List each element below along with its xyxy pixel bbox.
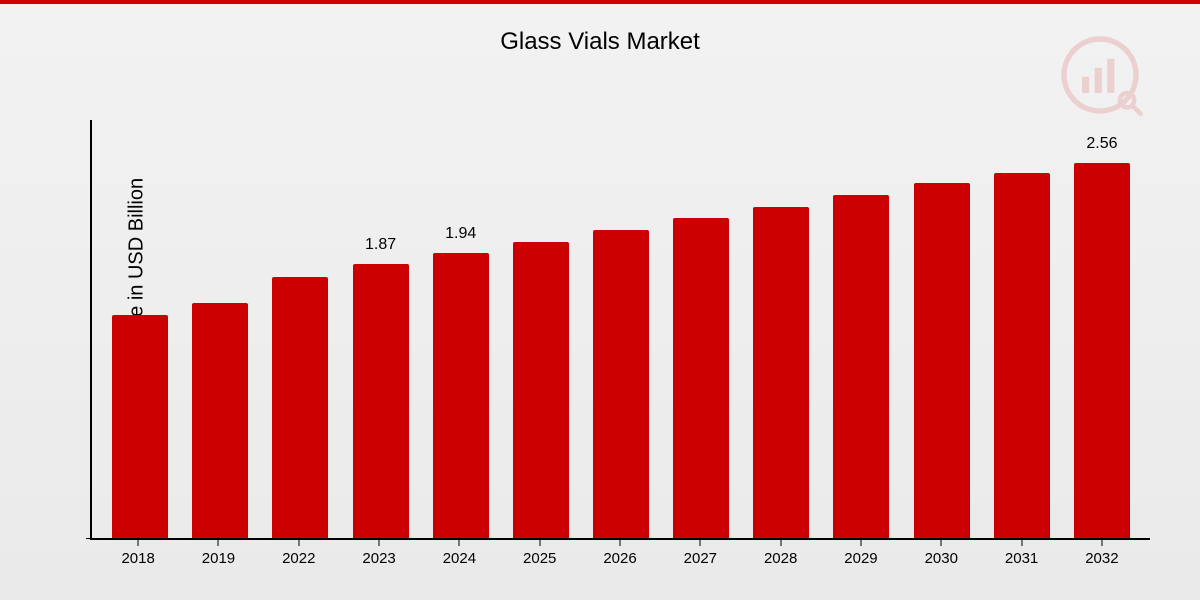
bar-2026 xyxy=(581,120,661,538)
x-tick-label: 2018 xyxy=(98,540,178,600)
bar-2030 xyxy=(902,120,982,538)
x-tick-mark xyxy=(459,540,460,546)
x-tick-label: 2032 xyxy=(1062,540,1142,600)
bar-rect xyxy=(753,207,809,538)
x-axis-labels: 2018201920222023202420252026202720282029… xyxy=(90,540,1150,600)
x-tick-mark xyxy=(218,540,219,546)
x-tick-label: 2031 xyxy=(981,540,1061,600)
x-tick-label: 2019 xyxy=(178,540,258,600)
bar-rect xyxy=(673,218,729,538)
bar-2018 xyxy=(100,120,180,538)
bar-2019 xyxy=(180,120,260,538)
bar-rect xyxy=(593,230,649,538)
bar-rect xyxy=(353,264,409,538)
bar-rect xyxy=(994,173,1050,538)
bar-value-label: 1.94 xyxy=(445,225,476,245)
x-tick-mark xyxy=(539,540,540,546)
axis-origin-tick xyxy=(86,538,92,539)
x-tick-mark xyxy=(780,540,781,546)
bar-value-label: 2.56 xyxy=(1086,135,1117,155)
bar-value-label: 1.87 xyxy=(365,236,396,256)
x-tick-mark xyxy=(138,540,139,546)
x-tick-label: 2027 xyxy=(660,540,740,600)
bar-2031 xyxy=(982,120,1062,538)
chart-container: Glass Vials Market Market Value in USD B… xyxy=(0,0,1200,600)
bar-rect xyxy=(112,315,168,538)
bar-2022 xyxy=(260,120,340,538)
x-tick-label: 2028 xyxy=(741,540,821,600)
watermark-logo xyxy=(1055,30,1145,120)
plot-area: 1.87 1.94 2.56 xyxy=(90,120,1150,540)
x-tick-label: 2029 xyxy=(821,540,901,600)
x-tick-label: 2025 xyxy=(500,540,580,600)
x-tick-mark xyxy=(379,540,380,546)
bar-2025 xyxy=(501,120,581,538)
x-tick-mark xyxy=(620,540,621,546)
bar-2027 xyxy=(661,120,741,538)
bar-rect xyxy=(914,183,970,538)
bar-rect xyxy=(513,242,569,538)
x-tick-label: 2024 xyxy=(419,540,499,600)
x-tick-label: 2022 xyxy=(259,540,339,600)
x-tick-label: 2023 xyxy=(339,540,419,600)
top-accent-border xyxy=(0,0,1200,4)
x-tick-mark xyxy=(860,540,861,546)
bar-rect xyxy=(833,195,889,538)
bar-rect xyxy=(1074,163,1130,538)
x-tick-mark xyxy=(298,540,299,546)
x-tick-label: 2030 xyxy=(901,540,981,600)
bar-2029 xyxy=(821,120,901,538)
bar-2023: 1.87 xyxy=(340,120,420,538)
bar-2032: 2.56 xyxy=(1062,120,1142,538)
x-tick-label: 2026 xyxy=(580,540,660,600)
x-tick-mark xyxy=(1101,540,1102,546)
chart-title: Glass Vials Market xyxy=(0,0,1200,56)
x-tick-mark xyxy=(700,540,701,546)
x-tick-mark xyxy=(1021,540,1022,546)
bar-rect xyxy=(272,277,328,538)
bar-2024: 1.94 xyxy=(421,120,501,538)
x-tick-mark xyxy=(941,540,942,546)
bar-2028 xyxy=(741,120,821,538)
bar-rect xyxy=(433,253,489,538)
bar-rect xyxy=(192,303,248,538)
bars-group: 1.87 1.94 2.56 xyxy=(92,120,1150,538)
